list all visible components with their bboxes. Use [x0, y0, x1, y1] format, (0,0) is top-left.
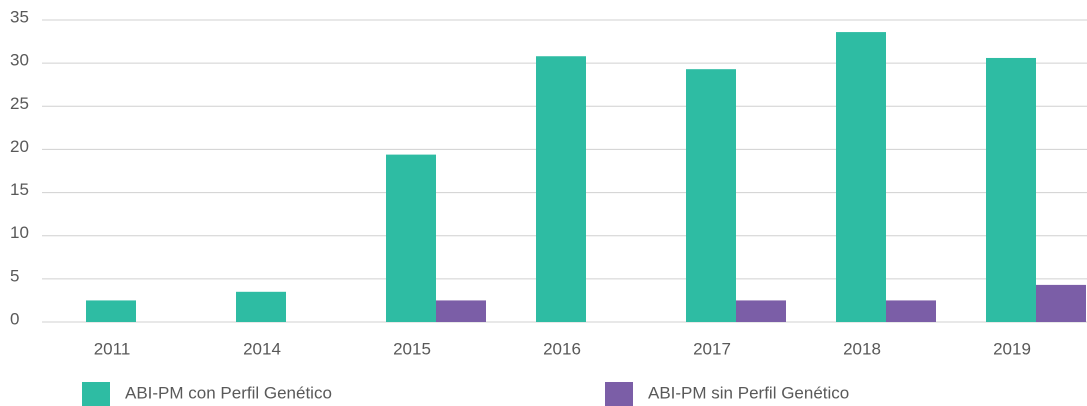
x-tick-label: 2011 — [94, 339, 131, 358]
x-tick-label: 2017 — [693, 339, 731, 358]
y-tick-label: 25 — [10, 94, 29, 113]
y-tick-label: 0 — [10, 309, 19, 328]
y-tick-label: 10 — [10, 223, 29, 242]
y-tick-label: 35 — [10, 7, 29, 26]
x-tick-label: 2018 — [843, 339, 881, 358]
bar — [836, 32, 886, 323]
bar — [736, 300, 786, 322]
bar — [686, 69, 736, 322]
x-tick-label: 2019 — [993, 339, 1031, 358]
y-tick-label: 30 — [10, 51, 29, 70]
x-tick-label: 2014 — [243, 339, 281, 358]
x-tick-label: 2015 — [393, 339, 431, 358]
bar — [886, 300, 936, 322]
bar — [1036, 284, 1086, 322]
bar — [236, 291, 286, 322]
bar — [386, 154, 436, 322]
x-tick-label: 2016 — [543, 339, 581, 358]
legend-label: ABI-PM con Perfil Genético — [125, 383, 332, 402]
bar — [86, 300, 136, 322]
legend-swatch — [605, 382, 633, 406]
legend-label: ABI-PM sin Perfil Genético — [648, 383, 849, 402]
y-tick-label: 20 — [10, 137, 29, 156]
bar — [436, 300, 486, 322]
y-tick-label: 15 — [10, 180, 29, 199]
bar — [986, 57, 1036, 323]
bar — [536, 56, 586, 323]
y-tick-label: 5 — [10, 266, 19, 285]
legend-swatch — [82, 382, 110, 406]
